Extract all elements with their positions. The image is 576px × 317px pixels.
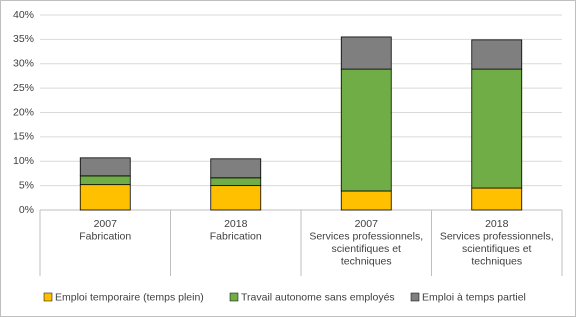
y-tick-label: 0% — [19, 204, 34, 216]
bar-segment — [340, 36, 392, 70]
y-tick-label: 40% — [13, 9, 34, 21]
x-tick-label: 2007 — [94, 218, 118, 230]
legend-label: Emploi à temps partiel — [422, 291, 526, 303]
legend-swatch — [229, 292, 239, 302]
bar-segment — [79, 157, 131, 177]
bar-segment — [79, 184, 131, 211]
bar-segment — [210, 158, 262, 179]
y-tick-label: 5% — [19, 179, 34, 191]
y-tick-label: 10% — [13, 155, 34, 167]
bar-segment — [471, 39, 523, 70]
legend-label: Travail autonome sans employés — [241, 291, 395, 303]
x-tick-label: techniques — [471, 255, 522, 267]
bar-segment — [79, 175, 131, 186]
y-tick-label: 30% — [13, 58, 34, 70]
x-tick-label: 2018 — [485, 218, 509, 230]
legend-label: Emploi temporaire (temps plein) — [55, 291, 204, 303]
x-tick-label: 2018 — [224, 218, 248, 230]
bar-segment — [471, 187, 523, 211]
x-tick-label: scientifiques et — [462, 243, 532, 255]
bar-segment — [210, 185, 262, 211]
x-tick-label: Fabrication — [79, 230, 131, 242]
x-tick-label: Services professionnels, — [309, 230, 423, 242]
bar-segment — [340, 68, 392, 192]
y-tick-label: 15% — [13, 131, 34, 143]
bar-segment — [471, 68, 523, 189]
legend-swatch — [43, 292, 53, 302]
legend-swatch — [410, 292, 420, 302]
bar-segment — [340, 190, 392, 211]
y-tick-label: 25% — [13, 82, 34, 94]
x-tick-label: 2007 — [355, 218, 379, 230]
x-tick-label: Services professionnels, — [440, 230, 554, 242]
bar-segment — [210, 177, 262, 187]
x-tick-label: Fabrication — [210, 230, 262, 242]
y-tick-label: 35% — [13, 33, 34, 45]
y-tick-label: 20% — [13, 106, 34, 118]
x-tick-label: techniques — [341, 255, 392, 267]
x-tick-label: scientifiques et — [332, 243, 402, 255]
